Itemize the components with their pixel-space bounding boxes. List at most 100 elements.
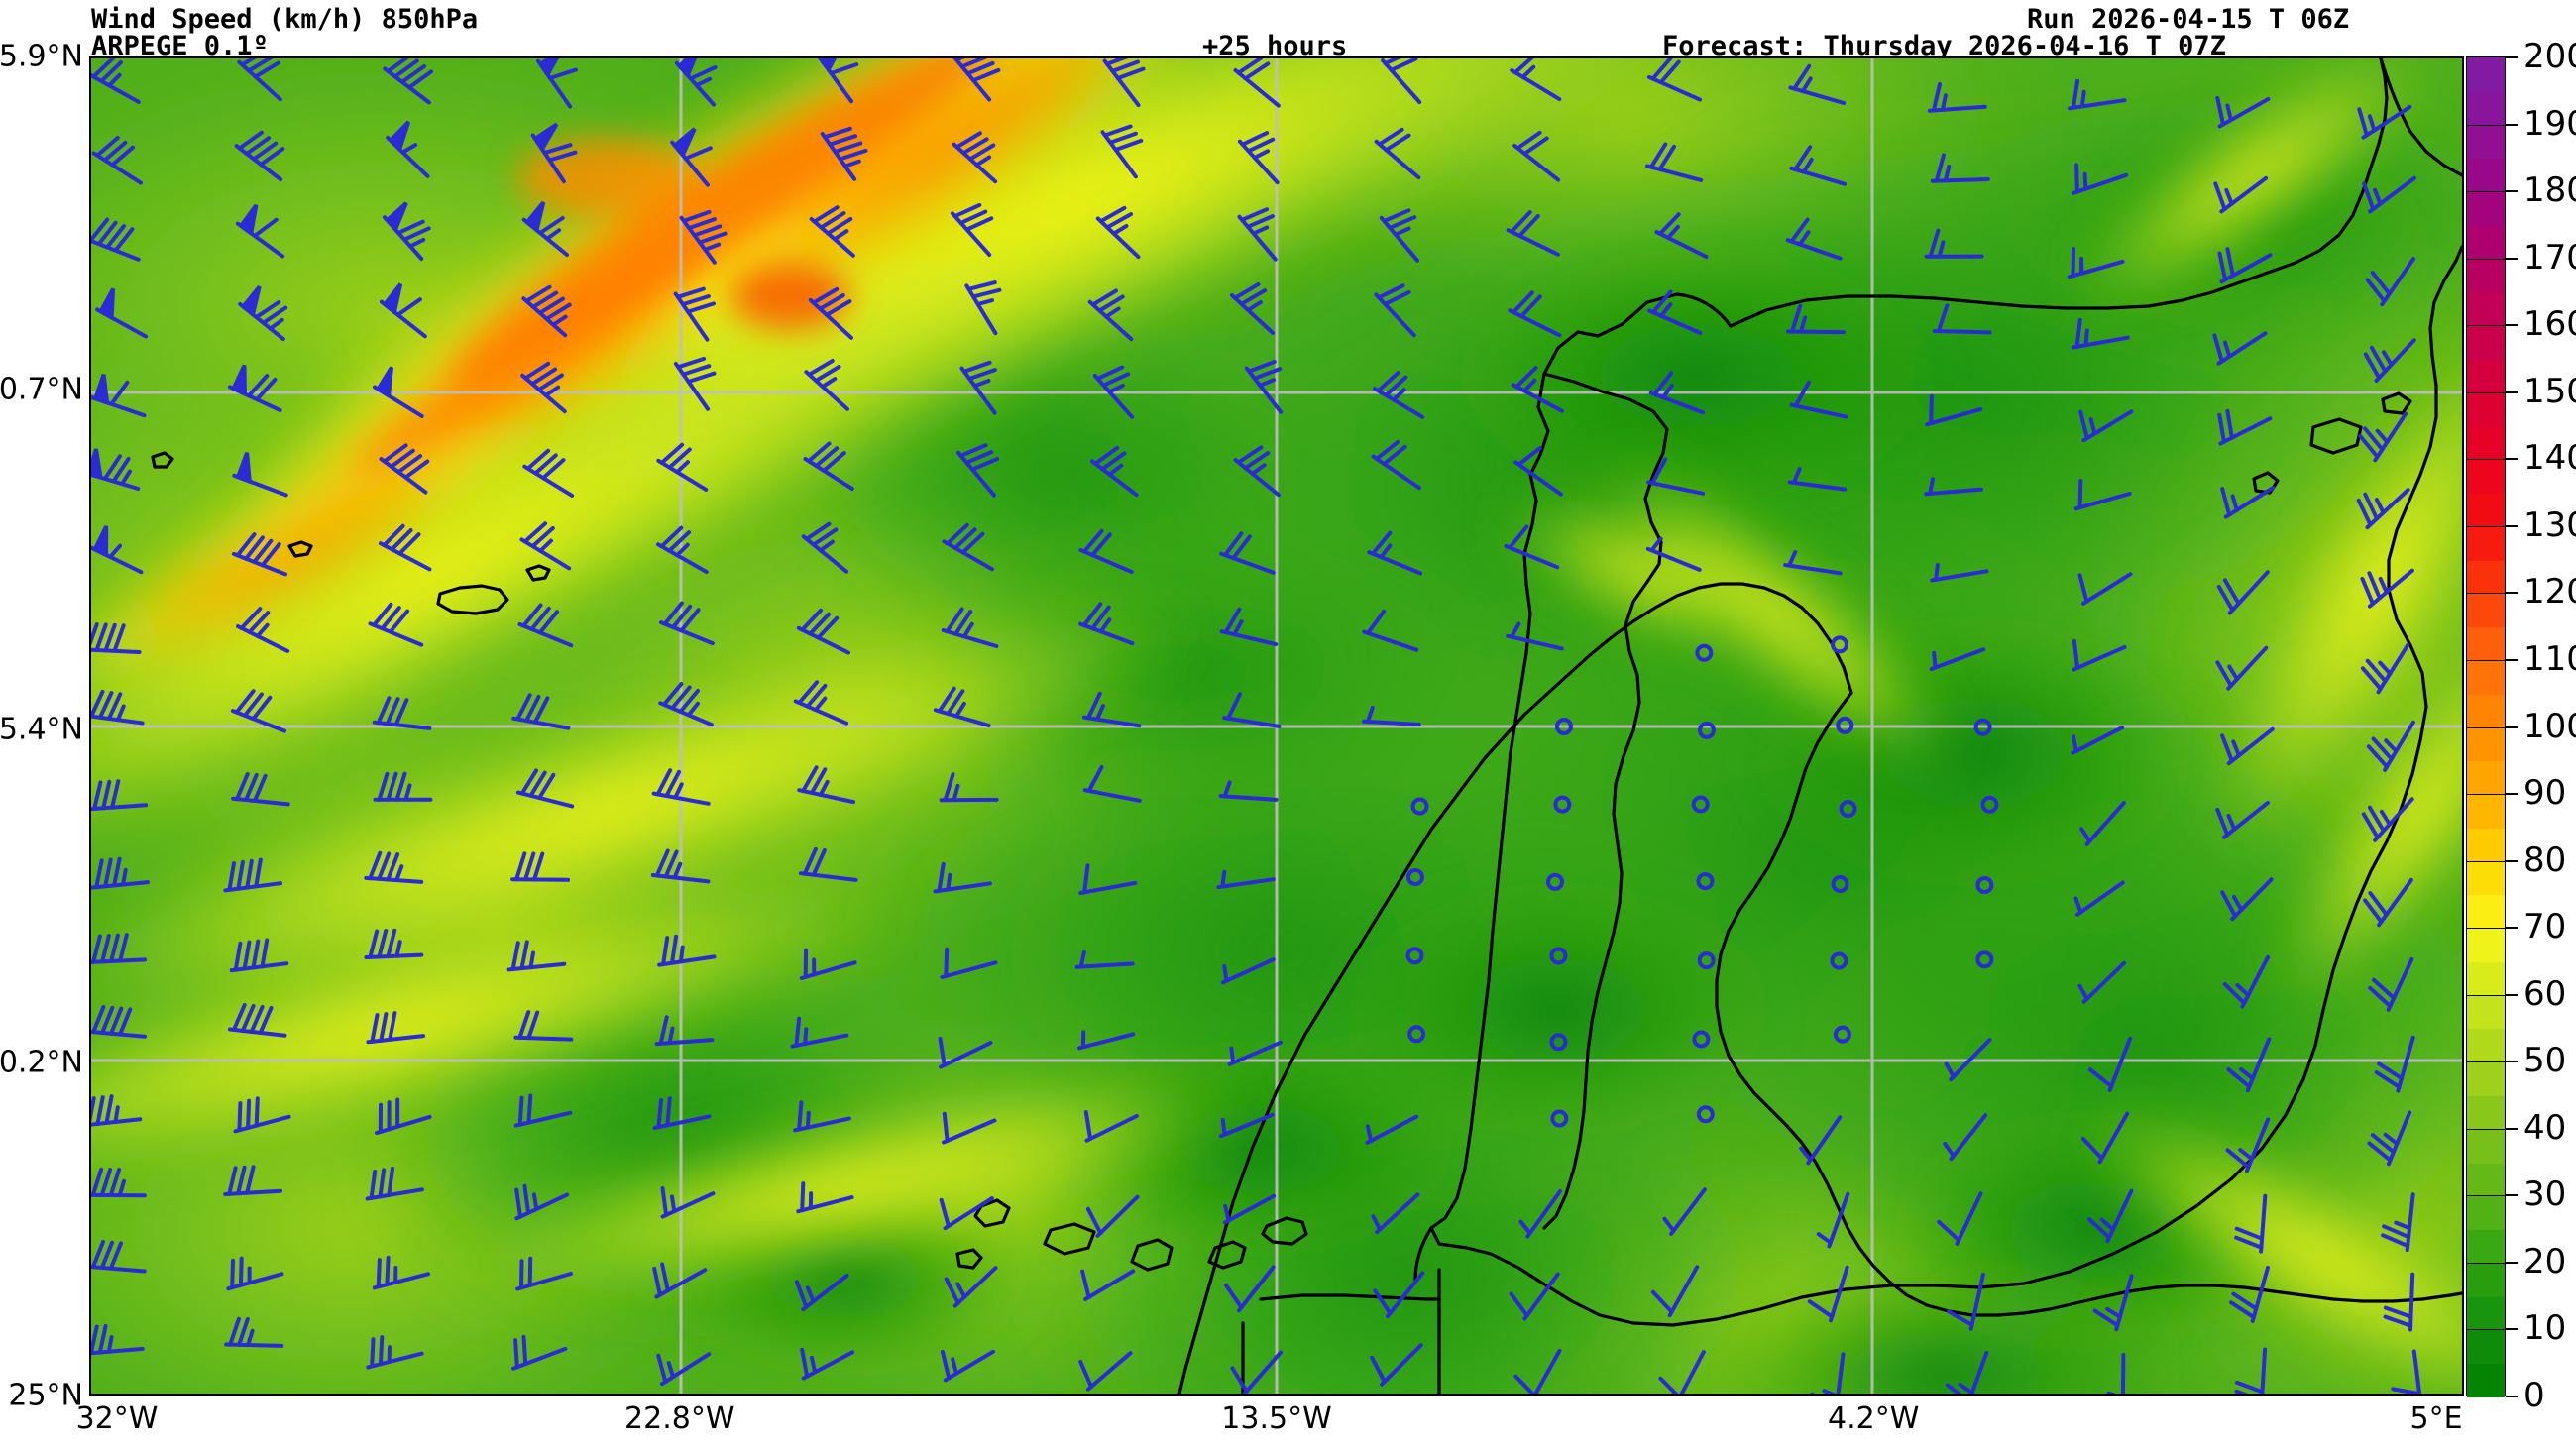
wind-barb-full bbox=[2365, 278, 2387, 303]
wind-barb-half bbox=[1943, 165, 1952, 183]
wind-barb-half bbox=[106, 1335, 114, 1354]
colorbar-tick-label: 180 bbox=[2523, 170, 2576, 211]
wind-barb-full bbox=[387, 1166, 394, 1197]
wind-barb-shaft bbox=[506, 961, 567, 972]
wind-barb-shaft bbox=[1220, 957, 1276, 985]
wind-barb-full bbox=[247, 611, 271, 634]
colorbar-segment bbox=[2467, 626, 2505, 661]
wind-barb-full bbox=[227, 1166, 238, 1196]
wind-barb-full bbox=[1246, 137, 1276, 154]
wind-barb-shaft bbox=[2073, 492, 2132, 511]
wind-barb bbox=[1374, 127, 1421, 180]
wind-barb-half bbox=[2073, 896, 2083, 915]
wind-barb bbox=[790, 1016, 849, 1049]
wind-barb-full bbox=[2077, 573, 2089, 604]
wind-barb-full bbox=[1080, 1269, 1091, 1299]
wind-barb bbox=[673, 356, 717, 411]
colorbar-segment bbox=[2467, 593, 2505, 628]
wind-barb bbox=[651, 768, 711, 806]
wind-barb-full bbox=[252, 141, 279, 162]
wind-barb-full bbox=[254, 300, 281, 320]
wind-barb-full bbox=[681, 209, 712, 223]
wind-barb-full bbox=[537, 610, 560, 635]
wind-barb bbox=[940, 947, 998, 979]
wind-barb-full bbox=[237, 130, 264, 151]
wind-barb-shaft bbox=[226, 1272, 284, 1291]
wind-barb-half bbox=[403, 783, 412, 802]
wind-barb bbox=[942, 1111, 997, 1145]
coastline-gran-canaria bbox=[1130, 1238, 1174, 1272]
wind-barb-full bbox=[227, 861, 236, 892]
wind-barb-full bbox=[519, 940, 529, 971]
wind-barb-full bbox=[1650, 1289, 1674, 1314]
wind-barb-full bbox=[1239, 288, 1268, 306]
wind-barb-full bbox=[1240, 131, 1270, 147]
wind-barb-full bbox=[1100, 451, 1127, 472]
wind-barb-half bbox=[1798, 230, 1811, 247]
colorbar-tick bbox=[2506, 658, 2518, 661]
wind-barb bbox=[1365, 1114, 1419, 1145]
colorbar-tick bbox=[2506, 1127, 2518, 1130]
wind-barb bbox=[1945, 1350, 1989, 1394]
wind-barb-half bbox=[1251, 225, 1270, 236]
longitude-tick-label: 32°W bbox=[75, 1401, 159, 1436]
colorbar-separator bbox=[2467, 659, 2507, 661]
wind-barb-half bbox=[673, 782, 684, 800]
wind-barb-full bbox=[91, 1096, 96, 1123]
wind-barb-full bbox=[514, 1187, 522, 1219]
wind-barb bbox=[679, 209, 728, 265]
wind-barb bbox=[379, 282, 427, 339]
wind-barb-full bbox=[954, 131, 982, 150]
wind-barb-calm bbox=[1696, 872, 1715, 891]
wind-barb-shaft bbox=[91, 880, 150, 890]
wind-barb-full bbox=[1516, 446, 1542, 467]
wind-barb-full bbox=[1382, 444, 1407, 466]
wind-barb-flag bbox=[238, 203, 259, 237]
chart-title: Wind Speed (km/h) 850hPa bbox=[91, 4, 479, 35]
wind-barb-full bbox=[808, 612, 832, 636]
wind-barb-half bbox=[2226, 814, 2237, 832]
wind-barb-half bbox=[1094, 704, 1105, 722]
wind-barb-full bbox=[2220, 487, 2232, 517]
coastline-fuerteventura bbox=[1207, 1240, 1247, 1270]
colorbar-segment bbox=[2467, 224, 2505, 260]
wind-barb-full bbox=[1115, 66, 1146, 80]
wind-barb-half bbox=[833, 229, 849, 242]
wind-barb-full bbox=[1236, 445, 1264, 465]
wind-barb-full bbox=[105, 224, 126, 250]
wind-barb-shaft bbox=[1927, 104, 1987, 113]
wind-barb-full bbox=[2231, 1291, 2259, 1311]
wind-barb-half bbox=[2099, 1217, 2115, 1232]
wind-barb-full bbox=[237, 1317, 250, 1347]
wind-barb-shaft bbox=[520, 373, 567, 414]
wind-barb-shaft bbox=[230, 709, 286, 733]
wind-barb bbox=[2092, 1274, 2134, 1332]
wind-barb-full bbox=[95, 136, 120, 158]
wind-barb-shaft bbox=[1646, 480, 1706, 496]
wind-barb bbox=[91, 448, 141, 491]
wind-barb-full bbox=[1082, 863, 1090, 895]
wind-barb bbox=[808, 286, 853, 340]
wind-barb bbox=[2366, 720, 2415, 772]
wind-barb-shaft bbox=[2219, 175, 2269, 214]
wind-barb-half bbox=[666, 1361, 675, 1380]
wind-barb bbox=[95, 287, 149, 339]
wind-barb bbox=[237, 58, 282, 102]
wind-barb bbox=[964, 280, 1002, 336]
wind-barb-shaft bbox=[368, 621, 424, 647]
wind-barb-shaft bbox=[952, 1266, 998, 1308]
wind-barb-half bbox=[255, 622, 270, 638]
wind-barb-full bbox=[254, 1096, 260, 1128]
wind-barb-half bbox=[1944, 1061, 1956, 1079]
wind-barb bbox=[1785, 217, 1843, 261]
wind-barb-shaft bbox=[1222, 716, 1282, 728]
wind-barb-calm bbox=[1549, 947, 1568, 965]
wind-barb-half bbox=[1366, 705, 1375, 724]
wind-barb-shaft bbox=[2072, 172, 2129, 195]
wind-barb-full bbox=[1373, 1288, 1393, 1315]
colorbar-segment bbox=[2467, 1363, 2505, 1397]
wind-barb bbox=[2360, 642, 2410, 695]
wind-barb bbox=[939, 1196, 994, 1231]
wind-barb-full bbox=[2234, 1226, 2265, 1241]
wind-barb bbox=[2087, 1036, 2133, 1092]
